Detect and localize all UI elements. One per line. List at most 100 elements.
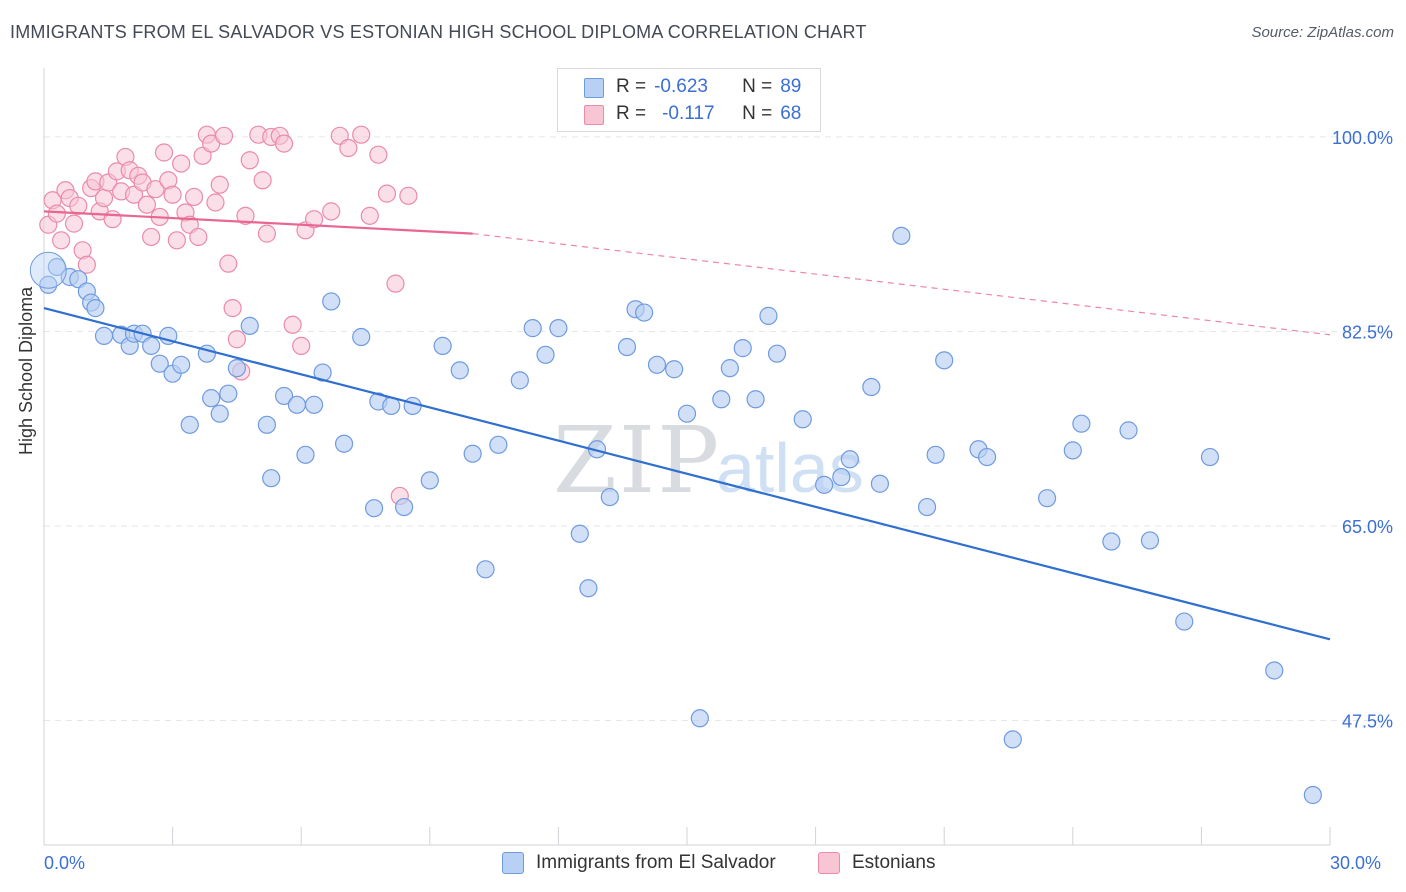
legend-item-estonians[interactable]: Estonians	[818, 852, 935, 874]
el-salvador-point	[536, 345, 555, 364]
el-salvador-point	[219, 384, 238, 403]
estonians-point	[369, 145, 388, 164]
estonians-point	[103, 210, 122, 229]
el-salvador-point	[665, 360, 684, 379]
estonians-point	[163, 185, 182, 204]
el-salvador-point	[489, 435, 508, 454]
el-salvador-point	[677, 404, 697, 423]
estonians-point	[142, 227, 161, 247]
el-salvador-point	[476, 560, 495, 579]
x-tick-label-max: 30.0%	[1330, 853, 1382, 873]
el-salvador-point	[690, 709, 709, 728]
el-salvador-point	[202, 389, 221, 408]
el-salvador-point	[759, 306, 778, 325]
el-salvador-point	[142, 336, 161, 355]
estonians-point	[257, 224, 277, 243]
el-salvador-point	[1200, 447, 1220, 467]
estonians-point	[94, 188, 114, 208]
el-salvador-point	[47, 257, 66, 277]
chart-title: IMMIGRANTS FROM EL SALVADOR VS ESTONIAN …	[10, 22, 867, 42]
estonians-point	[189, 227, 208, 247]
el-salvador-point	[39, 275, 58, 294]
el-salvador-point	[917, 497, 937, 517]
estonians-point	[64, 214, 84, 233]
el-salvador-point	[227, 359, 246, 378]
estonians-point	[172, 154, 191, 173]
x-tick-label-min: 0.0%	[44, 853, 86, 873]
el-salvador-point	[712, 390, 731, 409]
el-salvador-point	[403, 396, 422, 416]
estonians-point	[184, 187, 204, 207]
estonians-point	[206, 193, 225, 212]
el-salvador-point	[815, 475, 834, 494]
y-tick-label: 47.5%	[1342, 712, 1393, 732]
el-salvador-point	[862, 377, 881, 397]
estonians-point	[322, 202, 341, 221]
chart-legend: Immigrants from El Salvador Estonians	[0, 848, 1406, 878]
source-label: Source: ZipAtlas.com	[1251, 24, 1394, 41]
estonians-point	[360, 206, 379, 225]
legend-item-el-salvador[interactable]: Immigrants from El Salvador	[502, 852, 776, 874]
legend-swatch	[818, 852, 840, 874]
estonians-point	[240, 151, 259, 170]
el-salvador-point	[570, 524, 589, 543]
watermark-atlas: atlas	[716, 429, 864, 507]
el-salvador-point	[510, 371, 529, 390]
el-salvador-point	[322, 292, 341, 311]
estonians-trend-line-extension	[472, 233, 1331, 336]
el-salvador-point	[1063, 441, 1082, 460]
n-value: 68	[780, 103, 802, 124]
estonians-point	[283, 315, 302, 334]
el-salvador-point	[450, 361, 469, 380]
estonians-point	[236, 206, 255, 225]
estonians-point	[223, 299, 242, 318]
stats-swatch-pink	[584, 105, 604, 125]
legend-label: Immigrants from El Salvador	[536, 852, 776, 873]
el-salvador-point	[420, 471, 439, 490]
legend-label: Estonians	[852, 852, 936, 873]
el-salvador-point	[274, 386, 294, 406]
el-salvador-point	[257, 415, 277, 434]
el-salvador-point	[94, 326, 114, 345]
el-salvador-point	[364, 499, 384, 518]
el-salvador-point	[935, 351, 954, 370]
el-salvador-point	[926, 445, 945, 464]
estonians-point	[292, 336, 311, 355]
estonians-point	[386, 274, 405, 293]
n-label: N =	[742, 103, 773, 124]
y-tick-label: 100.0%	[1332, 128, 1393, 148]
r-value: -0.117	[662, 103, 715, 124]
el-salvador-point	[1003, 730, 1022, 749]
el-salvador-point	[647, 355, 667, 374]
estonians-point	[253, 171, 272, 190]
el-salvador-point	[1140, 531, 1160, 550]
el-salvador-point	[523, 319, 542, 338]
estonians-point	[154, 143, 174, 162]
estonians-point	[137, 195, 156, 214]
r-label: R =	[616, 103, 647, 124]
el-salvador-point	[733, 339, 752, 358]
legend-swatch	[502, 852, 524, 874]
n-value: 89	[780, 76, 802, 97]
estonians-point	[77, 255, 96, 274]
el-salvador-point	[600, 487, 619, 507]
r-value: -0.623	[654, 76, 708, 97]
estonians-point	[210, 175, 229, 194]
el-salvador-point	[1102, 532, 1121, 551]
el-salvador-point	[296, 445, 315, 464]
estonians-trend-line	[43, 210, 473, 235]
el-salvador-point	[150, 354, 169, 373]
el-salvador-point	[1265, 661, 1284, 680]
el-salvador-point	[304, 395, 324, 414]
el-salvador-point	[617, 337, 637, 357]
el-salvador-point	[977, 447, 997, 467]
el-salvador-point	[210, 404, 229, 423]
y-tick-label: 65.0%	[1342, 517, 1393, 537]
el-salvador-point	[1037, 489, 1057, 508]
el-salvador-point	[840, 450, 859, 469]
el-salvador-point	[1175, 612, 1194, 631]
estonians-point	[352, 125, 371, 144]
estonians-point	[339, 138, 358, 158]
el-salvador-point	[86, 299, 105, 318]
el-salvador-point	[313, 363, 332, 382]
